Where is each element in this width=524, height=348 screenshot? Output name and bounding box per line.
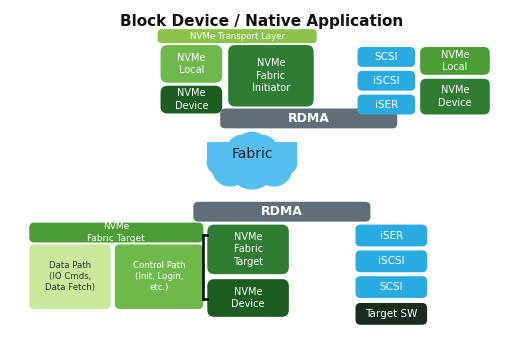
FancyBboxPatch shape — [228, 45, 314, 106]
FancyBboxPatch shape — [420, 47, 490, 75]
Circle shape — [228, 141, 276, 189]
Text: NVMe
Fabric Target: NVMe Fabric Target — [88, 222, 145, 243]
Text: Fabric: Fabric — [231, 147, 273, 161]
FancyBboxPatch shape — [355, 303, 427, 325]
Circle shape — [256, 150, 292, 186]
FancyBboxPatch shape — [355, 250, 427, 272]
FancyBboxPatch shape — [357, 71, 415, 91]
Text: NVMe
Device: NVMe Device — [438, 85, 472, 108]
FancyBboxPatch shape — [160, 45, 222, 83]
Text: iSCSI: iSCSI — [373, 76, 400, 86]
Text: NVMe
Fabric
Target: NVMe Fabric Target — [233, 232, 263, 267]
FancyBboxPatch shape — [357, 47, 415, 67]
FancyBboxPatch shape — [29, 223, 203, 243]
Text: NVMe
Fabric
Initiator: NVMe Fabric Initiator — [252, 58, 290, 93]
Text: RDMA: RDMA — [261, 205, 303, 218]
Text: SCSI: SCSI — [379, 282, 403, 292]
FancyBboxPatch shape — [220, 109, 397, 128]
Text: Target SW: Target SW — [365, 309, 418, 319]
Text: NVMe
Device: NVMe Device — [174, 88, 208, 111]
FancyBboxPatch shape — [357, 95, 415, 114]
FancyBboxPatch shape — [115, 244, 203, 309]
Text: NVMe
Local: NVMe Local — [177, 53, 205, 75]
Bar — [208, 142, 297, 162]
FancyBboxPatch shape — [208, 279, 289, 317]
Circle shape — [212, 150, 248, 186]
Circle shape — [247, 135, 277, 165]
FancyBboxPatch shape — [355, 276, 427, 298]
Text: Block Device / Native Application: Block Device / Native Application — [121, 14, 403, 29]
Text: NVMe
Device: NVMe Device — [231, 287, 265, 309]
FancyBboxPatch shape — [29, 244, 111, 309]
Text: NVMe Transport Layer: NVMe Transport Layer — [190, 32, 285, 41]
FancyBboxPatch shape — [158, 29, 316, 43]
Text: iSCSI: iSCSI — [378, 256, 405, 266]
Text: iSER: iSER — [380, 230, 403, 240]
Circle shape — [208, 149, 233, 175]
Text: SCSI: SCSI — [375, 52, 398, 62]
Text: iSER: iSER — [375, 100, 398, 110]
Text: RDMA: RDMA — [288, 112, 330, 125]
FancyBboxPatch shape — [208, 224, 289, 274]
FancyBboxPatch shape — [420, 79, 490, 114]
FancyBboxPatch shape — [193, 202, 370, 222]
FancyBboxPatch shape — [160, 86, 222, 113]
Text: NVMe
Local: NVMe Local — [441, 50, 469, 72]
Text: Data Path
(IO Cmds,
Data Fetch): Data Path (IO Cmds, Data Fetch) — [45, 261, 95, 292]
Circle shape — [227, 135, 257, 165]
Circle shape — [271, 149, 297, 175]
Text: Control Path
(Init, Login,
etc.): Control Path (Init, Login, etc.) — [133, 261, 185, 292]
Circle shape — [236, 132, 268, 164]
FancyBboxPatch shape — [355, 224, 427, 246]
